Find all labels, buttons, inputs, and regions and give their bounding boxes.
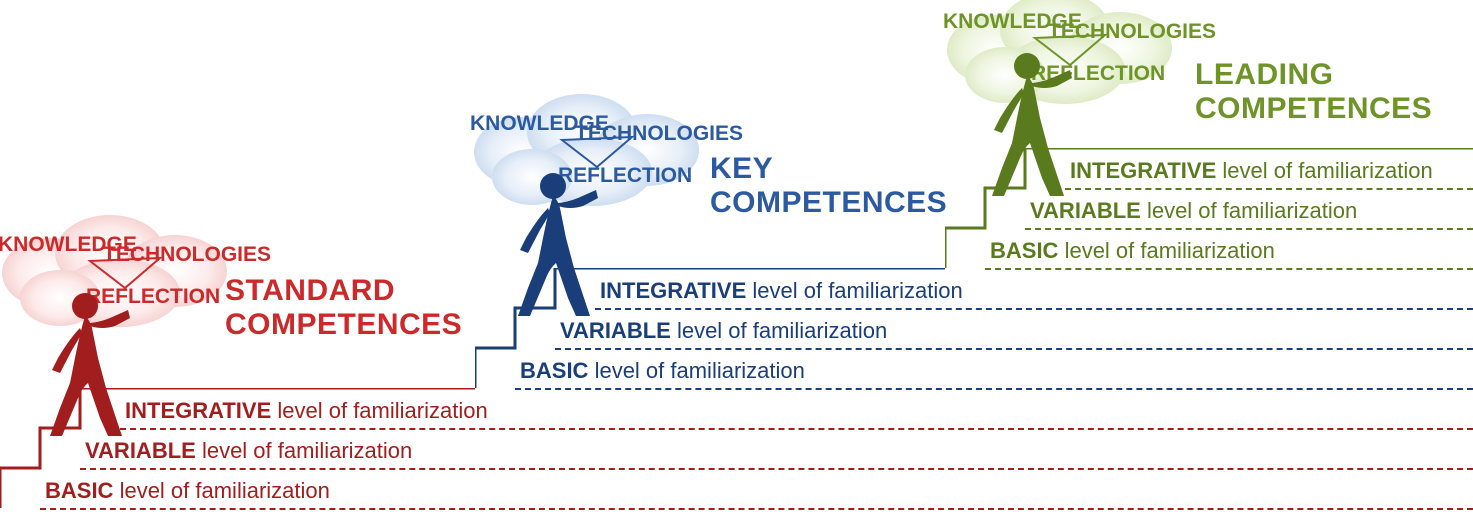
step-label-bold: INTEGRATIVE bbox=[125, 398, 271, 423]
step-label-integrative: INTEGRATIVE level of familiarization bbox=[1070, 158, 1433, 184]
step-label-rest: level of familiarization bbox=[196, 438, 412, 463]
dashed-variable bbox=[555, 348, 1473, 350]
step-label-variable: VARIABLE level of familiarization bbox=[85, 438, 412, 464]
title-leading: LEADING COMPETENCES bbox=[1195, 58, 1432, 126]
step-label-integrative: INTEGRATIVE level of familiarization bbox=[600, 278, 963, 304]
step-label-rest: level of familiarization bbox=[746, 278, 962, 303]
step-label-variable: VARIABLE level of familiarization bbox=[1030, 198, 1357, 224]
step-label-basic: BASIC level of familiarization bbox=[45, 478, 330, 504]
step-label-bold: INTEGRATIVE bbox=[1070, 158, 1216, 183]
title-line2: COMPETENCES bbox=[710, 186, 947, 220]
step-label-basic: BASIC level of familiarization bbox=[520, 358, 805, 384]
title-line1: LEADING bbox=[1195, 58, 1432, 92]
title-line1: KEY bbox=[710, 152, 947, 186]
step-label-integrative: INTEGRATIVE level of familiarization bbox=[125, 398, 488, 424]
triangle-icon bbox=[557, 132, 637, 172]
step-label-bold: VARIABLE bbox=[1030, 198, 1141, 223]
title-line2: COMPETENCES bbox=[225, 308, 462, 342]
step-label-bold: VARIABLE bbox=[85, 438, 196, 463]
step-label-rest: level of familiarization bbox=[271, 398, 487, 423]
step-label-bold: BASIC bbox=[520, 358, 588, 383]
step-label-basic: BASIC level of familiarization bbox=[990, 238, 1275, 264]
dashed-variable bbox=[1025, 228, 1473, 230]
dashed-basic bbox=[515, 388, 1473, 390]
step-label-rest: level of familiarization bbox=[113, 478, 329, 503]
title-key: KEY COMPETENCES bbox=[710, 152, 947, 220]
step-label-bold: BASIC bbox=[990, 238, 1058, 263]
step-label-rest: level of familiarization bbox=[1216, 158, 1432, 183]
step-label-bold: VARIABLE bbox=[560, 318, 671, 343]
dashed-basic bbox=[40, 508, 1473, 510]
dashed-integrative bbox=[595, 308, 1473, 310]
dashed-integrative bbox=[1065, 188, 1473, 190]
step-label-variable: VARIABLE level of familiarization bbox=[560, 318, 887, 344]
step-label-rest: level of familiarization bbox=[1141, 198, 1357, 223]
title-line2: COMPETENCES bbox=[1195, 92, 1432, 126]
step-label-rest: level of familiarization bbox=[588, 358, 804, 383]
step-label-bold: INTEGRATIVE bbox=[600, 278, 746, 303]
step-label-bold: BASIC bbox=[45, 478, 113, 503]
title-line1: STANDARD bbox=[225, 274, 462, 308]
step-label-rest: level of familiarization bbox=[671, 318, 887, 343]
triangle-icon bbox=[85, 253, 165, 293]
dashed-variable bbox=[80, 468, 1473, 470]
step-label-rest: level of familiarization bbox=[1058, 238, 1274, 263]
dashed-integrative bbox=[120, 428, 1473, 430]
dashed-basic bbox=[985, 268, 1473, 270]
title-standard: STANDARD COMPETENCES bbox=[225, 274, 462, 342]
